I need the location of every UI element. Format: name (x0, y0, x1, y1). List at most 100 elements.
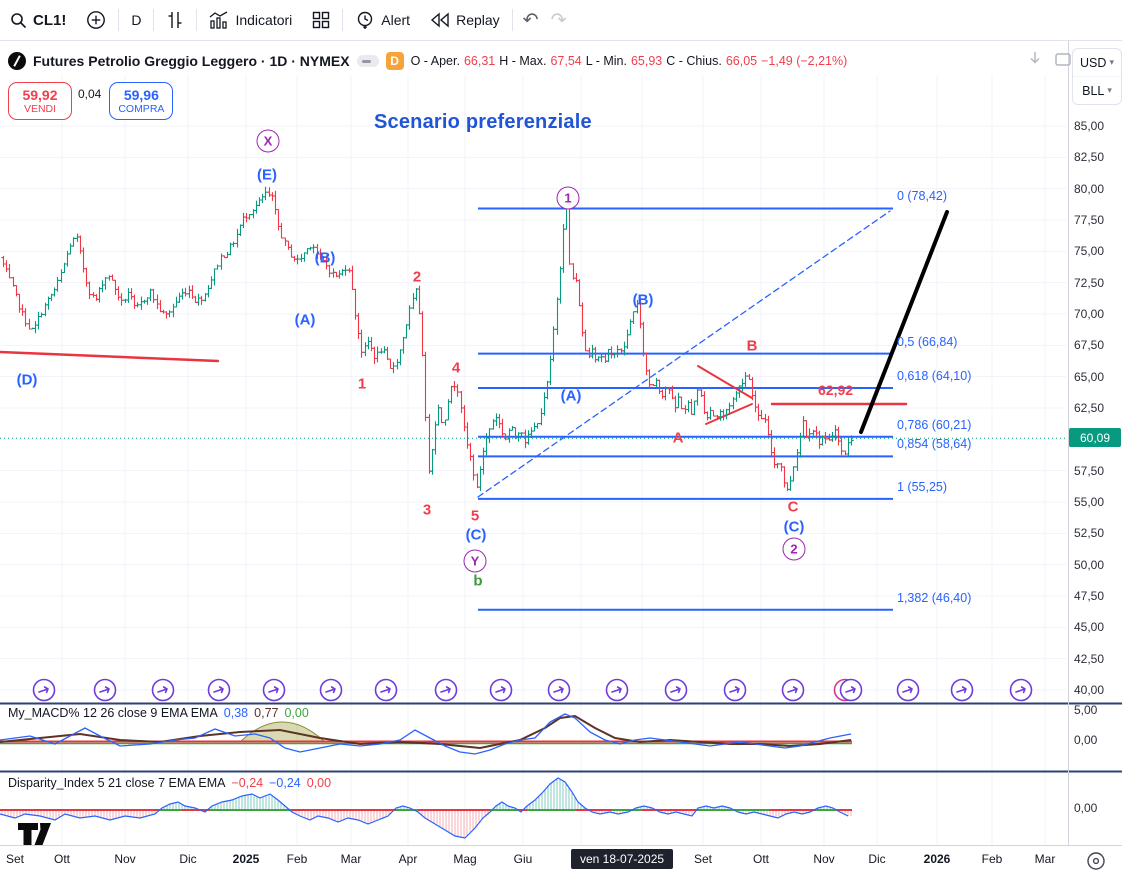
replay-marker-icon (896, 678, 920, 702)
wave-label: A (672, 429, 684, 447)
disparity-value-2: −0,24 (269, 776, 301, 790)
open-value: 66,31 (463, 54, 496, 68)
replay-marker-icon (723, 678, 747, 702)
compare-add-button[interactable] (76, 0, 116, 40)
low-value: 65,93 (630, 54, 663, 68)
grid-layout-icon (312, 11, 330, 29)
price-axis-label: 50,00 (1074, 557, 1105, 572)
wave-label: (D) (16, 371, 38, 389)
chart-style-button[interactable] (156, 0, 194, 40)
chevron-down-icon: ▾ (1109, 57, 1114, 67)
unit-selector[interactable]: BLL ▾ (1073, 76, 1121, 104)
symbol-title[interactable]: Futures Petrolio Greggio Leggero · 1D · … (33, 53, 350, 69)
wave-label: 5 (470, 507, 480, 525)
buy-label: COMPRA (118, 103, 165, 116)
sell-button[interactable]: 59,92 VENDI (8, 82, 72, 120)
replay-marker-icon (262, 678, 286, 702)
replay-icon (430, 12, 450, 28)
replay-marker-icon (833, 678, 863, 702)
wave-label: 4 (451, 359, 461, 377)
interval-badge[interactable]: D (385, 52, 404, 70)
indicators-button[interactable]: Indicatori (199, 0, 302, 40)
visibility-toggle[interactable] (356, 55, 379, 67)
redo-icon: ↷ (550, 9, 567, 31)
redo-button[interactable]: ↷ (547, 0, 571, 40)
wave-label: (C) (783, 518, 805, 536)
sell-price: 59,92 (22, 86, 58, 103)
low-label: L - Min. (585, 54, 627, 68)
price-axis-label: 70,00 (1074, 307, 1105, 321)
buy-button[interactable]: 59,96 COMPRA (109, 82, 174, 120)
replay-marker-icon (781, 678, 805, 702)
macd-axis-label: 0,00 (1074, 733, 1098, 747)
time-axis-label: Nov (813, 852, 835, 866)
price-axis-label: 82,50 (1074, 150, 1105, 165)
time-axis-label: Apr (398, 852, 418, 866)
time-axis-label: Dic (868, 852, 886, 866)
wave-label: (B) (314, 249, 336, 267)
macd-value-2: 0,77 (254, 706, 279, 720)
fib-level-label: 0,786 (60,21) (897, 417, 972, 432)
time-axis-label: Set (693, 852, 713, 866)
replay-marker-icon (950, 678, 974, 702)
timezone-target-icon[interactable] (1086, 851, 1106, 870)
time-axis-label: 2026 (923, 852, 951, 866)
price-axis-label: 45,00 (1074, 620, 1105, 635)
search-icon (10, 12, 27, 29)
wave-circle-label: Y (463, 549, 487, 573)
interval-label: D (131, 12, 142, 28)
symbol-ticker: CL1! (33, 11, 67, 29)
time-axis-label: Dic (179, 852, 197, 866)
currency-selector[interactable]: USD ▾ (1073, 49, 1121, 76)
camera-icon[interactable] (1054, 50, 1072, 68)
wave-label: 1 (357, 375, 367, 393)
price-axis-label: 55,00 (1074, 495, 1105, 509)
interval-button[interactable]: D (121, 0, 151, 40)
spread-value: 0,04 (76, 86, 104, 102)
price-axis-label: 52,50 (1074, 526, 1105, 541)
time-axis-label: Giu (513, 852, 533, 866)
undo-button[interactable]: ↶ (515, 0, 547, 40)
price-axis-label: 75,00 (1074, 244, 1105, 259)
scenario-title: Scenario preferenziale (374, 111, 592, 133)
trade-panel: 59,92 VENDI 0,04 59,96 COMPRA (8, 82, 174, 120)
alert-button[interactable]: Alert (345, 0, 420, 40)
replay-marker-icon (547, 678, 571, 702)
macd-value-1: 0,38 (223, 706, 249, 720)
download-icon[interactable] (1026, 50, 1044, 68)
macd-title[interactable]: My_MACD% 12 26 close 9 EMA EMA (8, 706, 218, 720)
wave-label: 3 (422, 501, 432, 519)
layout-templates-button[interactable] (302, 0, 340, 40)
high-label: H - Max. (499, 54, 547, 68)
disparity-title[interactable]: Disparity_Index 5 21 close 7 EMA EMA (8, 776, 226, 790)
alert-label: Alert (381, 12, 411, 28)
sell-label: VENDI (23, 103, 57, 116)
buy-price: 59,96 (123, 86, 159, 103)
symbol-info-row: Futures Petrolio Greggio Leggero · 1D · … (8, 48, 847, 74)
price-axis-label: 72,50 (1074, 275, 1105, 290)
last-price-badge: 60,09 (1069, 428, 1121, 447)
toolbar-separator (196, 9, 198, 31)
toolbar-separator (342, 9, 344, 31)
wave-label: b (473, 572, 483, 590)
replay-button[interactable]: Replay (420, 0, 510, 40)
toolbar-separator (153, 9, 155, 31)
replay-marker-icon (434, 678, 458, 702)
currency-value: USD (1080, 55, 1107, 70)
crosshair-date-badge: ven 18-07-2025 (571, 849, 674, 869)
alert-clock-icon (355, 10, 375, 30)
undo-icon: ↶ (522, 9, 539, 31)
replay-marker-icon (32, 678, 56, 702)
price-axis-label: 67,50 (1074, 338, 1105, 353)
top-toolbar: CL1! D Indicatori (0, 0, 1122, 41)
tradingview-logo[interactable] (18, 822, 58, 851)
disparity-value-1: −0,24 (231, 776, 264, 790)
time-axis-label: Nov (114, 852, 136, 866)
time-axis-label: Set (5, 852, 25, 866)
symbol-search-button[interactable]: CL1! (0, 0, 76, 40)
fib-level-label: 0 (78,42) (897, 189, 948, 204)
chevron-down-icon: ▾ (1107, 85, 1112, 95)
replay-marker-icon (374, 678, 398, 702)
